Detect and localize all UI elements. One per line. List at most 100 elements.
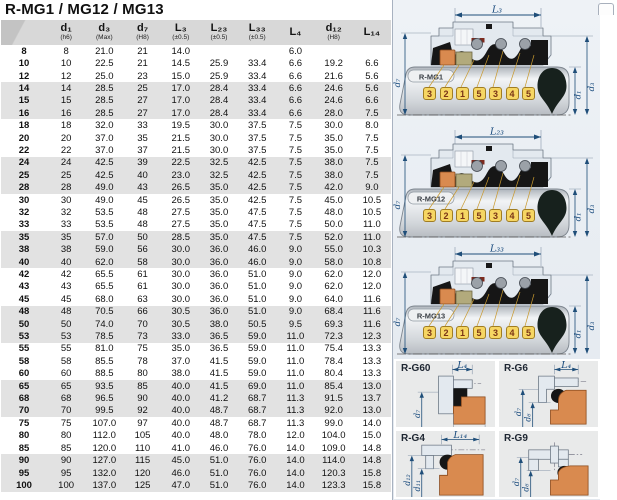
part-number: 5	[522, 87, 535, 100]
dimension-label: d₃	[587, 204, 597, 213]
table-row: 12 12 25.0 23 15.0 25.9 33.4 6.6 21.6 5.…	[18, 70, 379, 82]
column-header: d₁ (h6)	[60, 22, 72, 42]
page-title: R-MG1 / MG12 / MG13	[5, 1, 164, 18]
column-header: d₇ (H8)	[136, 22, 149, 42]
table-body: 8 8 21.0 21 14.0 6.0 10 10 22.5 21 14.5	[1, 45, 391, 492]
table-row: 80 80 112.0 105 40.0 48.0 78.0 12.0 104.…	[18, 430, 382, 442]
table-row: 40 40 62.0 58 30.0 36.0 46.0 9.0 58.0 10…	[1, 255, 391, 269]
table-row: 20 20 37.0 35 21.5 30.0 37.5 7.5 35.0 7.…	[18, 132, 379, 144]
detail-panels: R-G60 L₄ d₇	[394, 359, 600, 499]
dimension-label: d₆	[522, 413, 532, 422]
part-number: 5	[472, 87, 486, 100]
table-row: 30 30 49.0 45 26.5 35.0 42.5 7.5 45.0 10…	[18, 194, 382, 206]
part-number: 5	[472, 209, 486, 222]
part-number: 5	[472, 326, 486, 339]
panel-label: R-G6	[504, 363, 528, 374]
table-row: 15 15 28.5 27 17.0 28.4 33.4 6.6 24.6 6.…	[1, 94, 391, 108]
part-number: 3	[489, 209, 502, 222]
table-row: 32 32 53.5 48 27.5 35.0 47.5 7.5 48.0 10…	[18, 206, 382, 218]
dimension-label: d₇	[393, 78, 403, 87]
dimension-label: d₇	[511, 477, 521, 486]
table-row: 85 85 120.0 110 41.0 46.0 76.0 14.0 109.…	[18, 442, 382, 454]
panel-r-g6: R-G6 L₄ d₇ d₆	[499, 361, 598, 427]
table-header-row: d₁ (h6) d₃ (Max) d₇ (H8) L₃ (±0.5) L₂₃ (…	[1, 20, 391, 45]
part-number: 4	[505, 209, 519, 222]
dimension-label: d₆	[521, 483, 531, 492]
table-row: 42 42 65.5 61 30.0 36.0 51.0 9.0 62.0 12…	[18, 269, 382, 281]
table-row: 48 48 70.5 66 30.5 36.0 51.0 9.0 68.4 11…	[1, 305, 391, 318]
table-row: 8 8 21.0 21 14.0 6.0	[21, 45, 303, 57]
table-row: 24 24 42.5 39 22.5 32.5 42.5 7.5 38.0 7.…	[1, 156, 391, 170]
dimension-label: d₁	[574, 330, 584, 339]
table-row: 28 28 49.0 43 26.5 35.0 42.5 7.5 42.0 9.…	[1, 181, 391, 194]
dimension-label: d₃	[587, 321, 597, 330]
table-row: 75 75 107.0 97 40.0 48.7 68.7 11.3 99.0 …	[18, 417, 382, 429]
table-row: 68 68 96.5 90 40.0 41.2 68.7 11.3 91.5 1…	[1, 392, 391, 405]
dimension-label: d₁₁	[412, 480, 422, 492]
part-number: 5	[522, 326, 535, 339]
part-number: 3	[423, 326, 436, 339]
column-header: L₃₃ (±0.5)	[248, 22, 266, 42]
seal-model-label: R-MG1	[419, 72, 443, 81]
seal-model-label: R-MG12	[417, 194, 445, 203]
table-row: 95 95 132.0 120 46.0 51.0 76.0 14.0 120.…	[1, 466, 391, 480]
part-number: 3	[423, 209, 436, 222]
dimension-label: d₇	[513, 407, 523, 416]
table-row: 65 65 93.5 85 40.0 41.5 69.0 11.0 85.4 1…	[1, 379, 391, 393]
panel-label: R-G9	[504, 433, 528, 444]
panel-r-g60: R-G60 L₄ d₇	[396, 361, 495, 427]
dimension-label: d₃	[587, 82, 597, 91]
dimension-label: L₃	[491, 5, 502, 16]
table-row: 53 53 78.5 73 33.0 36.5 59.0 11.0 72.3 1…	[1, 330, 391, 343]
panel-label: R-G4	[401, 433, 425, 444]
table-row: 60 60 88.5 80 38.0 41.5 59.0 11.0 80.4 1…	[18, 368, 382, 380]
table-row: 100 100 137.0 125 47.0 51.0 76.0 14.0 12…	[1, 479, 391, 492]
part-number: 2	[439, 326, 453, 339]
part-number: 1	[456, 326, 469, 339]
part-number: 5	[522, 209, 535, 222]
dimension-label: L₁₄	[452, 431, 467, 441]
table-row: 14 14 28.5 25 17.0 28.4 33.4 6.6 24.6 5.…	[1, 82, 391, 95]
dimension-label: d₇	[393, 200, 403, 209]
table-row: 16 16 28.5 27 17.0 28.4 33.4 6.6 28.0 7.…	[1, 107, 391, 120]
table-row: 50 50 74.0 70 30.5 38.0 50.5 9.5 69.3 11…	[1, 317, 391, 331]
column-header: L₄	[289, 25, 302, 38]
dimensions-table: d₁ (h6) d₃ (Max) d₇ (H8) L₃ (±0.5) L₂₃ (…	[1, 20, 391, 492]
table-row: 55 55 81.0 75 35.0 36.5 59.0 11.0 75.4 1…	[18, 343, 382, 355]
corner-tab	[598, 3, 614, 15]
column-header	[1, 20, 47, 45]
column-header: L₂₃ (±0.5)	[210, 22, 228, 42]
panel-r-g4: R-G4 L₁₄ d₁₂ d₁₁	[396, 431, 495, 497]
column-header: L₃ (±0.5)	[172, 22, 190, 42]
column-header: d₃ (Max)	[96, 22, 113, 42]
dimension-label: d₁₂	[402, 474, 412, 486]
part-number: 3	[423, 87, 436, 100]
table-row: 35 35 57.0 50 28.5 35.0 47.5 7.5 52.0 11…	[1, 231, 391, 244]
table-row: 33 33 53.5 48 27.5 35.0 47.5 7.5 50.0 11…	[18, 219, 381, 231]
column-header: d₁₂ (H8)	[325, 22, 342, 42]
dimension-label: d₁	[574, 213, 584, 222]
table-row: 38 38 59.0 56 30.0 36.0 46.0 9.0 55.0 10…	[1, 243, 391, 256]
dimension-label: d₇	[393, 317, 403, 326]
part-number: 4	[505, 87, 519, 100]
table-row: 58 58 85.5 78 37.0 41.5 59.0 11.0 78.4 1…	[18, 355, 382, 367]
part-number: 2	[439, 209, 453, 222]
dimension-label: L₄	[456, 361, 467, 371]
panel-r-g9: R-G9 d₇ d₆	[499, 431, 598, 497]
dimension-label: d₁	[574, 91, 584, 100]
part-number: 2	[439, 87, 453, 100]
table-row: 18 18 32.0 33 19.5 30.0 37.5 7.5 30.0 8.…	[18, 120, 379, 132]
dimension-label: L₃₃	[489, 244, 504, 255]
part-number: 3	[489, 87, 502, 100]
table-row: 43 43 65.5 61 30.0 36.0 51.0 9.0 62.0 12…	[18, 281, 382, 293]
dimension-label: d₇	[412, 409, 422, 418]
table-row: 22 22 37.0 37 21.5 30.0 37.5 7.5 35.0 7.…	[18, 144, 379, 156]
part-number: 1	[456, 87, 469, 100]
